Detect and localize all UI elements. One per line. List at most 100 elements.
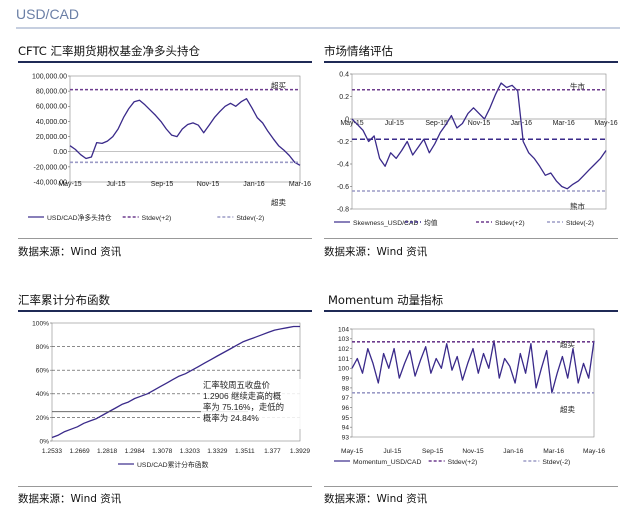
y-tick-label: 104: [338, 326, 349, 333]
y-tick-label: 93: [342, 434, 350, 441]
annotation-bg: [201, 379, 301, 429]
y-tick-label: 103: [338, 336, 349, 343]
x-tick-label: 1.2984: [125, 448, 146, 455]
annotation-line: 1.2906 继续走高的概: [203, 391, 281, 401]
plot-frame: [351, 328, 595, 438]
y-tick-label: 100%: [32, 320, 49, 327]
x-tick-label: Mar-16: [543, 448, 564, 455]
x-tick-label: May-15: [341, 448, 363, 455]
x-tick-label: May-15: [58, 181, 81, 188]
panel-title-momentum: Momentum 动量指标: [328, 293, 444, 307]
y-tick-label: 102: [338, 346, 349, 353]
panel-title-cdf: 汇率累计分布函数: [18, 293, 110, 307]
y-tick-label: 101: [338, 356, 349, 363]
source-momentum: 数据来源：Wind 资讯: [324, 493, 428, 505]
y-tick-label: -40,000.00: [34, 179, 68, 186]
series-line-0: [351, 340, 595, 394]
y-tick-label: 97: [342, 395, 350, 402]
x-tick-label: 1.3929: [290, 448, 311, 455]
y-tick-label: 80,000.00: [36, 89, 67, 96]
x-tick-label: 1.3329: [207, 448, 228, 455]
x-tick-label: Nov-15: [462, 448, 484, 455]
x-tick-label: 1.377: [264, 448, 281, 455]
panel-rule-momentum: [324, 310, 618, 312]
y-tick-label: 40,000.00: [36, 119, 67, 126]
annotation-label: 超买: [271, 81, 286, 90]
annotation-line: 率为 75.16%，走低的: [203, 402, 284, 412]
x-tick-label: 1.2533: [42, 448, 63, 455]
y-tick-label: 100: [338, 366, 349, 373]
y-tick-label: 40%: [36, 391, 49, 398]
page-title: USD/CAD: [16, 6, 80, 22]
x-tick-label: 1.2818: [97, 448, 118, 455]
y-tick-label: 80%: [36, 344, 49, 351]
y-tick-label: 100,000.00: [32, 73, 67, 80]
legend-label: Stdev(+2): [448, 459, 478, 466]
y-tick-label: -0.2: [337, 139, 349, 146]
x-tick-label: Jan-16: [503, 448, 523, 455]
annotation-label: 牛市: [570, 81, 585, 91]
y-tick-label: 60%: [36, 368, 49, 375]
legend-label: Momentum_USD/CAD: [353, 459, 421, 466]
y-tick-label: -0.6: [337, 184, 349, 191]
annotation-text: 汇率较周五收盘价 1.2906 继续走高的概率为 75.16%，走低的概率为 24…: [203, 380, 284, 423]
y-tick-label: 0.4: [339, 71, 349, 78]
x-tick-label: 1.2669: [69, 448, 90, 455]
chart-momentum: 104 103 102 101 100 99 98 97 96 95 94 93 May-15 Jul-1…: [334, 326, 605, 466]
legend-label: Stdev(-2): [566, 220, 594, 227]
panel-title-sentiment: 市场情绪评估: [324, 44, 393, 58]
legend-label: Skewness_USD/CAD: [353, 220, 418, 227]
y-tick-label: 98: [342, 385, 350, 392]
y-tick-label: 95: [342, 415, 350, 422]
y-tick-label: 20,000.00: [36, 134, 67, 141]
x-tick-label: Sep-15: [151, 181, 174, 188]
x-tick-label: Jul-15: [385, 120, 404, 127]
y-tick-label: 99: [342, 375, 350, 382]
series-line-0: [69, 98, 301, 166]
plot-frame: [69, 75, 301, 183]
y-tick-label: 0: [345, 116, 349, 123]
source-cftc: 数据来源：Wind 资讯: [18, 246, 122, 258]
x-tick-label: May-16: [594, 120, 617, 127]
legend-label: USD/CAD净多头持仓: [47, 213, 112, 222]
x-tick-label: 1.3078: [152, 448, 173, 455]
annotation-line: 概率为 24.84%: [203, 413, 259, 423]
legend-label: Stdev(+2): [495, 220, 525, 227]
x-tick-label: May-15: [340, 120, 363, 127]
panel-rule-cftc: [18, 61, 312, 63]
y-tick-label: -0.4: [337, 161, 349, 168]
y-tick-label: 60,000.00: [36, 104, 67, 111]
chart-sentiment: 0.4 0.2 0 -0.2 -0.4 -0.6 -0.8 May-15 Jul-15 Sep-1…: [334, 71, 618, 227]
x-tick-label: Jul-15: [106, 181, 125, 188]
y-tick-label: 0.00: [53, 149, 67, 156]
annotation-label: 超买: [560, 340, 575, 349]
annotation-label: 超卖: [560, 405, 575, 414]
x-tick-label: Mar-16: [553, 120, 575, 127]
legend-label: Stdev(-2): [542, 459, 570, 466]
x-tick-label: Jan-16: [243, 181, 265, 188]
legend-label: Stdev(+2): [142, 215, 172, 222]
x-tick-label: Nov-15: [197, 181, 220, 188]
y-tick-label: 0%: [39, 438, 49, 445]
panel-bottom-rule: [324, 486, 618, 487]
x-tick-label: Jul-15: [383, 448, 401, 455]
y-tick-label: 96: [342, 405, 350, 412]
y-tick-label: 0.2: [339, 94, 349, 101]
x-tick-label: Nov-15: [468, 120, 491, 127]
x-tick-label: Sep-15: [425, 120, 448, 127]
panel-title-cftc: CFTC 汇率期货期权基金净多头持仓: [18, 44, 200, 58]
x-tick-label: Mar-16: [289, 181, 311, 188]
series-line-0: [51, 325, 300, 439]
y-tick-label: -0.8: [337, 206, 349, 213]
annotation-label: 超卖: [271, 198, 286, 207]
annotation-label: 熊市: [570, 201, 585, 211]
series-line-0: [351, 82, 607, 190]
panel-bottom-rule: [324, 238, 618, 239]
legend-label: 均值: [424, 218, 438, 227]
legend-label: USD/CAD累计分布函数: [137, 460, 209, 469]
source-cdf: 数据来源：Wind 资讯: [18, 493, 122, 505]
header-rule: [16, 27, 620, 29]
y-tick-label: 20%: [36, 415, 49, 422]
panel-bottom-rule: [18, 238, 312, 239]
x-tick-label: 1.3203: [180, 448, 201, 455]
